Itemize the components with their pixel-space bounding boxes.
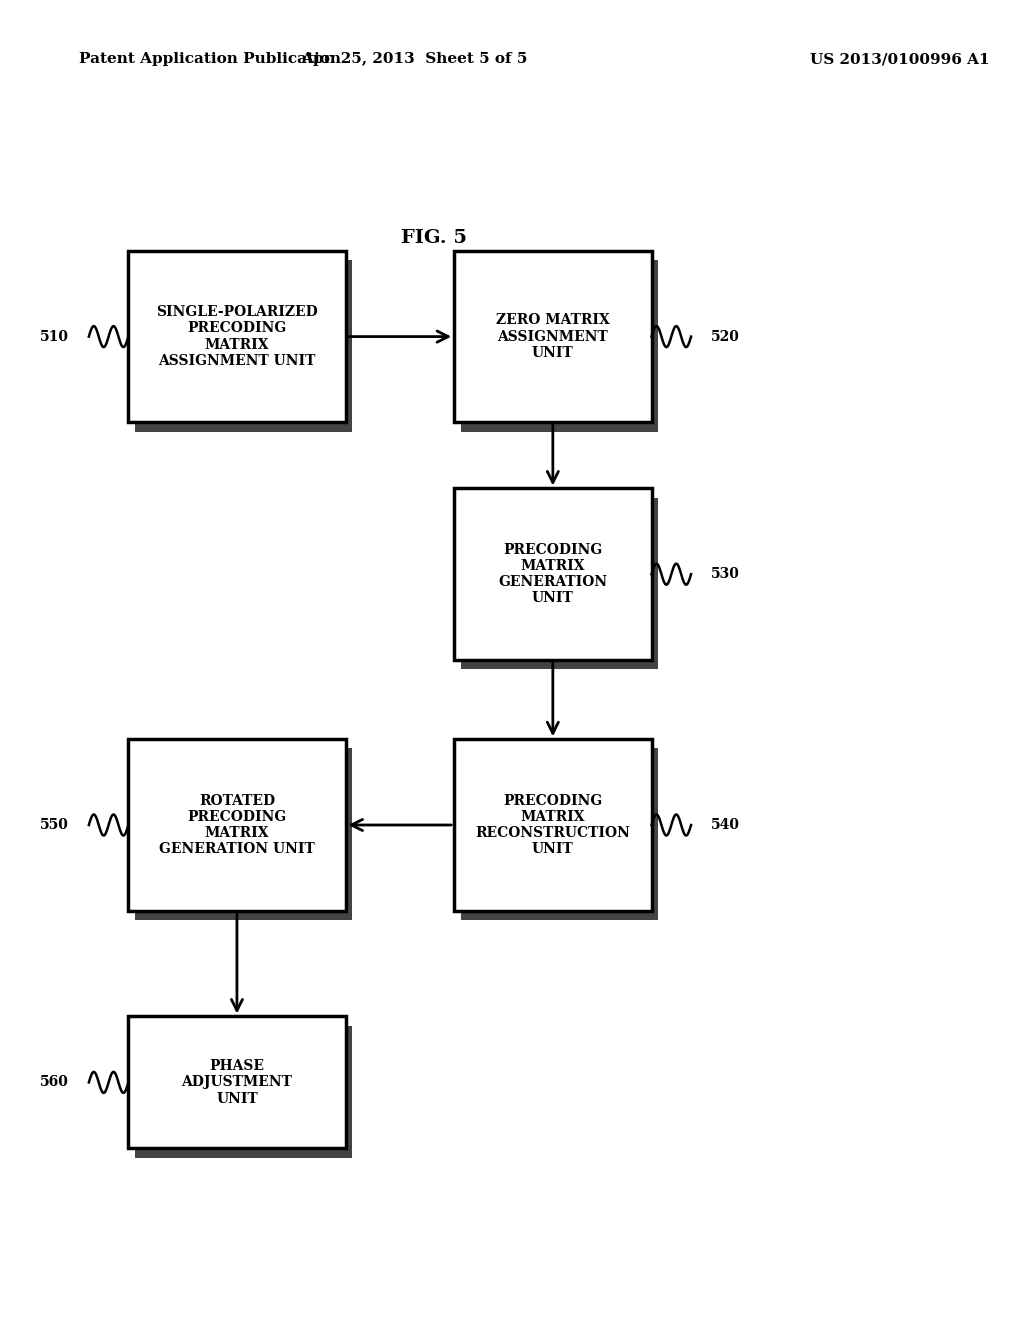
FancyBboxPatch shape <box>135 1026 352 1158</box>
FancyBboxPatch shape <box>454 251 651 422</box>
FancyBboxPatch shape <box>128 739 345 911</box>
Text: 560: 560 <box>40 1076 69 1089</box>
Text: US 2013/0100996 A1: US 2013/0100996 A1 <box>810 53 989 66</box>
Text: 530: 530 <box>711 568 739 581</box>
Text: ROTATED
PRECODING
MATRIX
GENERATION UNIT: ROTATED PRECODING MATRIX GENERATION UNIT <box>159 793 314 857</box>
Text: PRECODING
MATRIX
GENERATION
UNIT: PRECODING MATRIX GENERATION UNIT <box>499 543 607 606</box>
FancyBboxPatch shape <box>454 739 651 911</box>
FancyBboxPatch shape <box>461 498 658 669</box>
Text: SINGLE-POLARIZED
PRECODING
MATRIX
ASSIGNMENT UNIT: SINGLE-POLARIZED PRECODING MATRIX ASSIGN… <box>156 305 317 368</box>
Text: ZERO MATRIX
ASSIGNMENT
UNIT: ZERO MATRIX ASSIGNMENT UNIT <box>496 313 609 360</box>
FancyBboxPatch shape <box>461 260 658 432</box>
Text: 550: 550 <box>40 818 69 832</box>
Text: 540: 540 <box>711 818 739 832</box>
FancyBboxPatch shape <box>461 748 658 920</box>
Text: PHASE
ADJUSTMENT
UNIT: PHASE ADJUSTMENT UNIT <box>181 1059 293 1106</box>
Text: FIG. 5: FIG. 5 <box>401 228 467 247</box>
Text: 520: 520 <box>711 330 739 343</box>
FancyBboxPatch shape <box>135 260 352 432</box>
FancyBboxPatch shape <box>128 251 345 422</box>
Text: Apr. 25, 2013  Sheet 5 of 5: Apr. 25, 2013 Sheet 5 of 5 <box>301 53 527 66</box>
Text: PRECODING
MATRIX
RECONSTRUCTION
UNIT: PRECODING MATRIX RECONSTRUCTION UNIT <box>475 793 631 857</box>
Text: 510: 510 <box>40 330 69 343</box>
Text: Patent Application Publication: Patent Application Publication <box>79 53 341 66</box>
FancyBboxPatch shape <box>135 748 352 920</box>
FancyBboxPatch shape <box>128 1016 345 1148</box>
FancyBboxPatch shape <box>454 488 651 660</box>
